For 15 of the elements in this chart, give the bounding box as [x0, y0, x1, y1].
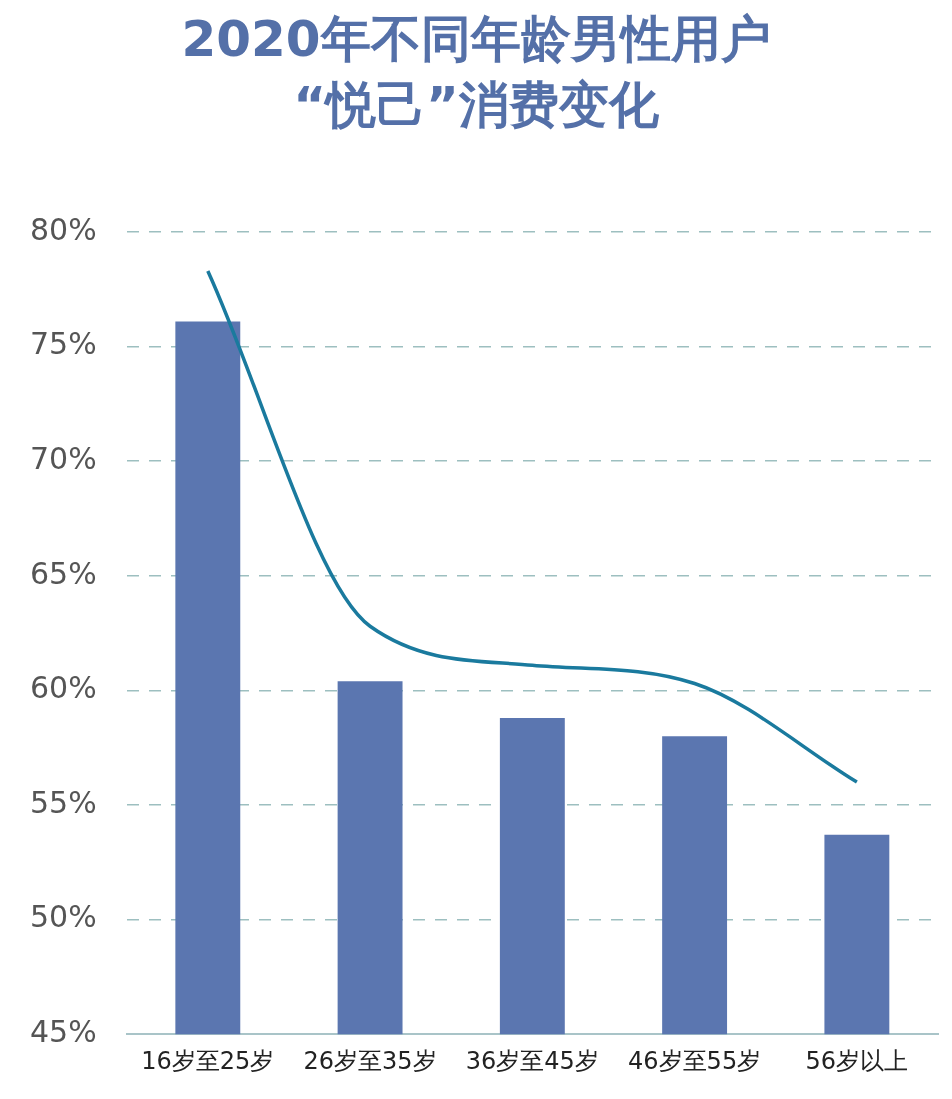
y-tick-label: 55% — [29, 784, 97, 820]
x-tick-label: 46岁至55岁 — [628, 1046, 762, 1075]
y-tick-label: 80% — [29, 211, 97, 247]
line-series — [206, 269, 859, 784]
x-tick-label: 26岁至35岁 — [303, 1046, 437, 1075]
y-tick-label: 60% — [29, 670, 97, 706]
y-tick-label: 75% — [29, 326, 97, 362]
y-tick-label: 50% — [29, 899, 97, 935]
x-tick-label: 36岁至45岁 — [465, 1046, 599, 1075]
x-tick-label: 56岁以上 — [805, 1046, 909, 1075]
y-tick-label: 65% — [29, 555, 97, 591]
y-tick-label: 45% — [29, 1014, 97, 1049]
x-tick-label: 16岁至25岁 — [141, 1046, 275, 1075]
y-tick-label: 70% — [29, 441, 97, 476]
chart-title: 2020年不同年龄男性用户 “悦己”消费变化 — [180, 9, 772, 136]
